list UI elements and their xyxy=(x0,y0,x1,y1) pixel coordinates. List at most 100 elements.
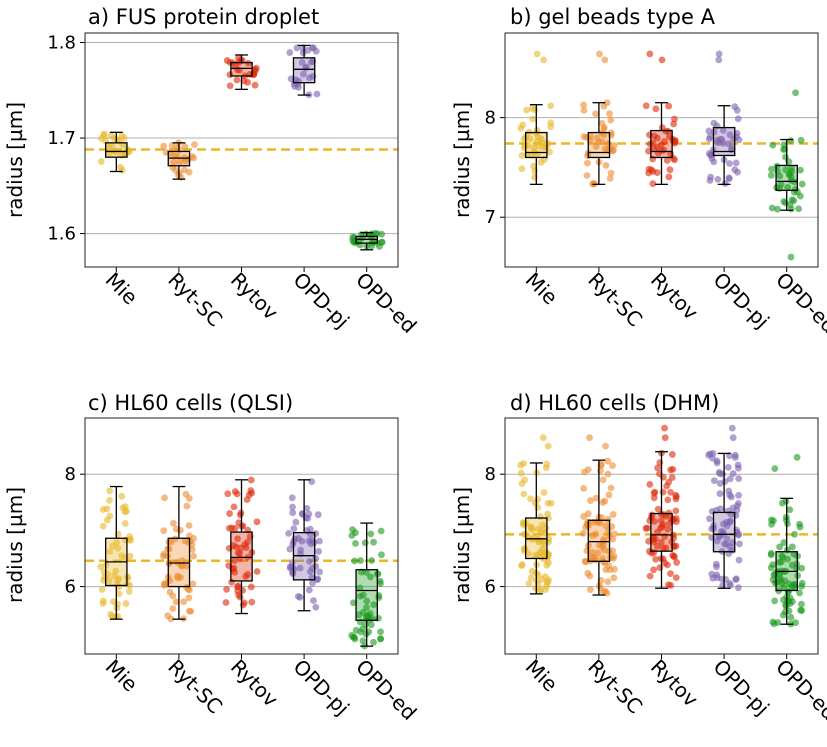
data-point xyxy=(161,494,168,502)
data-point xyxy=(672,507,680,515)
data-point xyxy=(239,601,247,609)
data-point xyxy=(769,141,777,149)
data-point xyxy=(234,583,241,591)
outlier-point xyxy=(544,442,552,450)
outlier-point xyxy=(646,50,654,58)
data-point xyxy=(580,513,588,520)
data-point xyxy=(540,540,548,548)
data-point xyxy=(777,180,785,188)
data-point xyxy=(306,525,314,533)
data-point xyxy=(292,518,300,526)
data-point xyxy=(118,166,126,174)
data-point xyxy=(735,556,743,564)
data-point xyxy=(247,583,255,591)
data-point xyxy=(736,540,743,548)
data-point xyxy=(300,70,307,78)
data-point xyxy=(289,509,297,517)
data-point xyxy=(778,558,785,566)
y-tick-label: 8 xyxy=(65,464,76,485)
data-point xyxy=(784,520,791,528)
x-tick-label: OPD-ed xyxy=(351,268,421,338)
data-point xyxy=(120,134,128,142)
box xyxy=(105,142,128,158)
data-point xyxy=(790,197,798,205)
data-point xyxy=(312,603,320,611)
data-point xyxy=(348,631,356,639)
x-tick-label: Rytov xyxy=(226,268,283,325)
data-point xyxy=(314,575,322,583)
data-point xyxy=(726,475,734,483)
data-point xyxy=(784,555,791,563)
data-point xyxy=(367,573,374,581)
box xyxy=(775,164,798,191)
data-point xyxy=(649,180,657,188)
data-point xyxy=(170,158,178,166)
data-point xyxy=(169,519,177,527)
data-point xyxy=(603,589,611,597)
data-point xyxy=(106,548,114,555)
data-point xyxy=(592,494,600,502)
outlier-point xyxy=(728,424,736,432)
data-point xyxy=(286,49,294,56)
data-point xyxy=(782,153,789,161)
data-point xyxy=(310,44,317,52)
data-point xyxy=(598,138,606,146)
data-point xyxy=(610,565,618,573)
data-point xyxy=(114,544,122,552)
data-point xyxy=(243,496,251,504)
data-point xyxy=(610,552,618,560)
data-point xyxy=(673,559,681,566)
data-point xyxy=(233,76,241,84)
data-point xyxy=(180,598,188,606)
box xyxy=(712,511,736,553)
data-point xyxy=(606,175,614,182)
data-point xyxy=(667,489,674,496)
box xyxy=(587,519,611,562)
data-point xyxy=(363,597,371,605)
data-point xyxy=(171,535,179,543)
data-point xyxy=(105,577,113,585)
data-point xyxy=(735,475,743,482)
data-point xyxy=(712,560,720,568)
data-point xyxy=(166,588,174,596)
data-point xyxy=(241,541,249,549)
data-point xyxy=(650,494,658,502)
data-point xyxy=(669,531,677,539)
outlier-point xyxy=(787,253,795,261)
x-tick-label: OPD-pj xyxy=(709,268,775,334)
data-point xyxy=(122,507,130,515)
data-point xyxy=(524,550,532,557)
data-point xyxy=(664,496,672,504)
data-point xyxy=(248,598,256,606)
data-point xyxy=(350,599,357,607)
data-point xyxy=(780,596,787,604)
data-point xyxy=(611,530,618,538)
data-point xyxy=(665,581,672,589)
data-point xyxy=(656,564,664,572)
data-point xyxy=(523,106,530,114)
data-point xyxy=(601,145,609,153)
data-point xyxy=(592,110,599,118)
data-point xyxy=(671,115,678,123)
data-point xyxy=(122,600,130,607)
data-point xyxy=(97,134,105,142)
data-point xyxy=(642,102,650,110)
y-tick-label: 8 xyxy=(485,108,496,129)
data-point xyxy=(798,564,806,572)
data-point xyxy=(316,537,323,545)
data-point xyxy=(295,83,302,91)
data-point xyxy=(357,628,365,636)
data-point xyxy=(786,506,794,514)
outlier-point xyxy=(539,434,547,442)
data-point xyxy=(709,450,717,457)
data-point xyxy=(535,525,543,533)
data-point xyxy=(526,135,534,143)
data-point xyxy=(734,168,741,176)
data-point xyxy=(348,532,356,539)
data-point xyxy=(707,173,715,181)
data-point xyxy=(190,154,197,162)
data-point xyxy=(767,551,775,559)
data-point xyxy=(605,562,613,569)
data-point xyxy=(791,530,798,538)
data-point xyxy=(118,552,125,560)
